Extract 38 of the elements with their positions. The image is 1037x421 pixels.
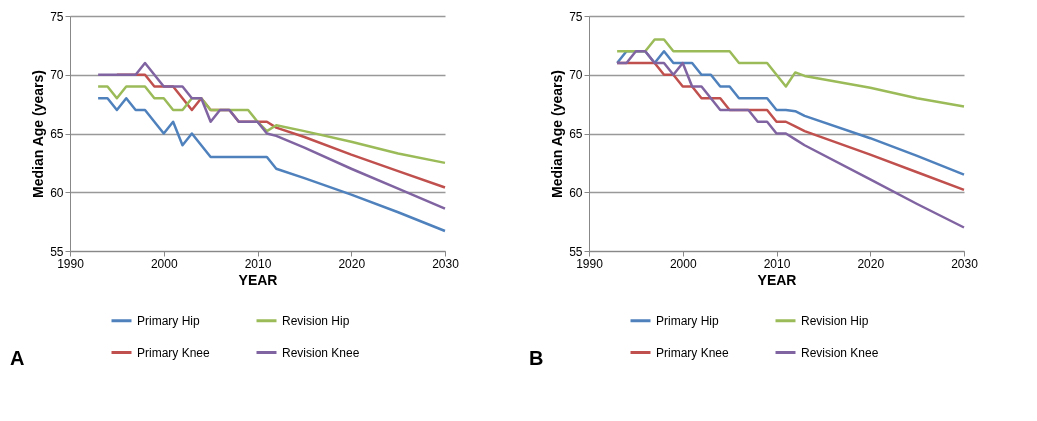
y-tick-label: 75: [569, 9, 583, 24]
legend-label: Primary Hip: [137, 313, 200, 328]
x-tick-label: 2010: [763, 256, 791, 271]
x-tick-label: 2000: [150, 256, 178, 271]
line-series: [615, 50, 966, 229]
legend-label: Revision Knee: [282, 345, 360, 360]
legend-label: Primary Knee: [137, 345, 211, 360]
y-tick-label: 60: [569, 185, 583, 200]
y-tick-label: 70: [50, 68, 64, 83]
y-axis-title: Median Age (years): [549, 70, 566, 198]
y-tick-label: 60: [50, 185, 64, 200]
x-tick-label: 1990: [576, 256, 604, 271]
x-tick-label: 2000: [669, 256, 697, 271]
x-tick-label: 2020: [857, 256, 885, 271]
legend-label: Primary Hip: [656, 313, 719, 328]
x-tick-label: 2030: [432, 256, 460, 271]
y-tick-label: 65: [50, 127, 64, 141]
legend-label: Revision Hip: [282, 313, 350, 328]
x-axis-title: YEAR: [238, 271, 278, 288]
y-tick-label: 55: [569, 244, 583, 259]
x-tick-label: 1990: [57, 256, 85, 271]
x-axis-title: YEAR: [757, 271, 797, 288]
x-tick-label: 2010: [244, 256, 272, 271]
line-series: [615, 38, 966, 108]
y-tick-label: 70: [569, 68, 583, 83]
line-series: [96, 97, 447, 233]
legend-label: Primary Knee: [656, 345, 730, 360]
y-axis-title: Median Age (years): [30, 70, 47, 198]
text: B: [529, 347, 544, 369]
legend-label: Revision Hip: [801, 313, 869, 328]
y-tick-label: 55: [50, 244, 64, 259]
line-series: [96, 61, 447, 210]
x-tick-label: 2020: [338, 256, 366, 271]
y-tick-label: 65: [569, 127, 583, 141]
x-tick-label: 2030: [951, 256, 979, 271]
text: A: [10, 347, 25, 369]
legend-label: Revision Knee: [801, 345, 879, 360]
y-tick-label: 75: [50, 9, 64, 24]
